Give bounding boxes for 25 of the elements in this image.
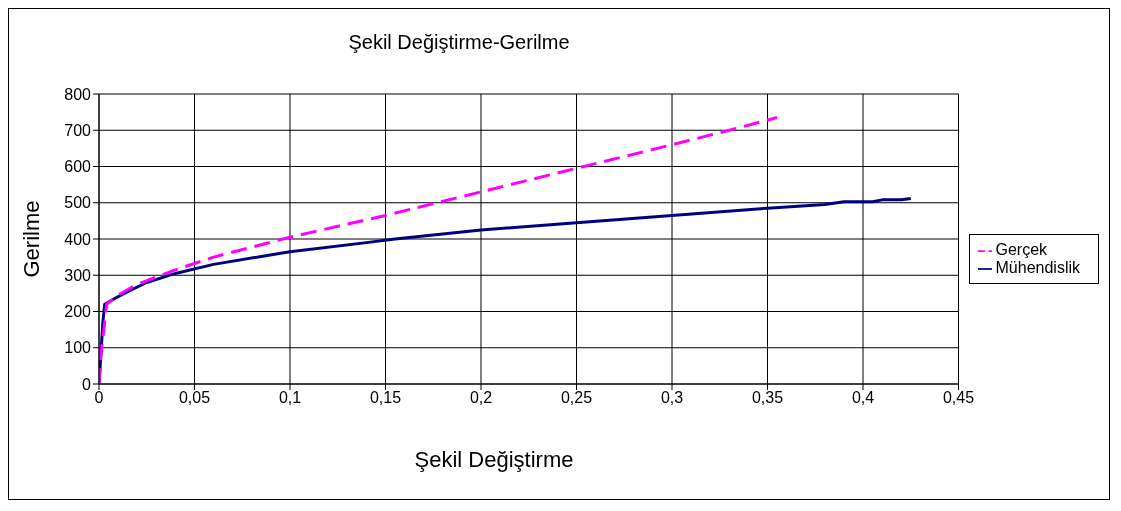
y-tick-label: 300 bbox=[64, 266, 92, 284]
y-tick-label: 700 bbox=[64, 121, 92, 139]
x-axis-title: Şekil Değiştirme bbox=[413, 447, 575, 473]
x-tick-label: 0,05 bbox=[178, 389, 211, 407]
y-tick-label: 500 bbox=[64, 194, 92, 212]
y-tick-label: 200 bbox=[64, 303, 92, 321]
x-tick-label: 0,25 bbox=[560, 389, 593, 407]
x-tick-label: 0,45 bbox=[942, 389, 975, 407]
x-tick-label: 0,4 bbox=[851, 389, 875, 407]
y-axis-title: Gerilme bbox=[18, 200, 44, 278]
x-tick-label: 0 bbox=[94, 389, 104, 407]
x-tick-label: 0,1 bbox=[278, 389, 302, 407]
chart-title: Şekil Değiştirme-Gerilme bbox=[347, 31, 571, 54]
y-tick-label: 800 bbox=[64, 85, 92, 103]
y-tick-label: 600 bbox=[64, 158, 92, 176]
legend-label: Mühendislik bbox=[995, 259, 1080, 276]
x-tick-label: 0,3 bbox=[660, 389, 684, 407]
y-tick-label: 400 bbox=[64, 230, 92, 248]
x-tick-label: 0,2 bbox=[469, 389, 493, 407]
y-tick-label: 100 bbox=[64, 339, 92, 357]
legend-label: Gerçek bbox=[995, 241, 1048, 258]
x-tick-label: 0,15 bbox=[369, 389, 402, 407]
x-tick-label: 0,35 bbox=[751, 389, 784, 407]
y-tick-label: 0 bbox=[82, 375, 92, 393]
line-series bbox=[99, 116, 779, 384]
